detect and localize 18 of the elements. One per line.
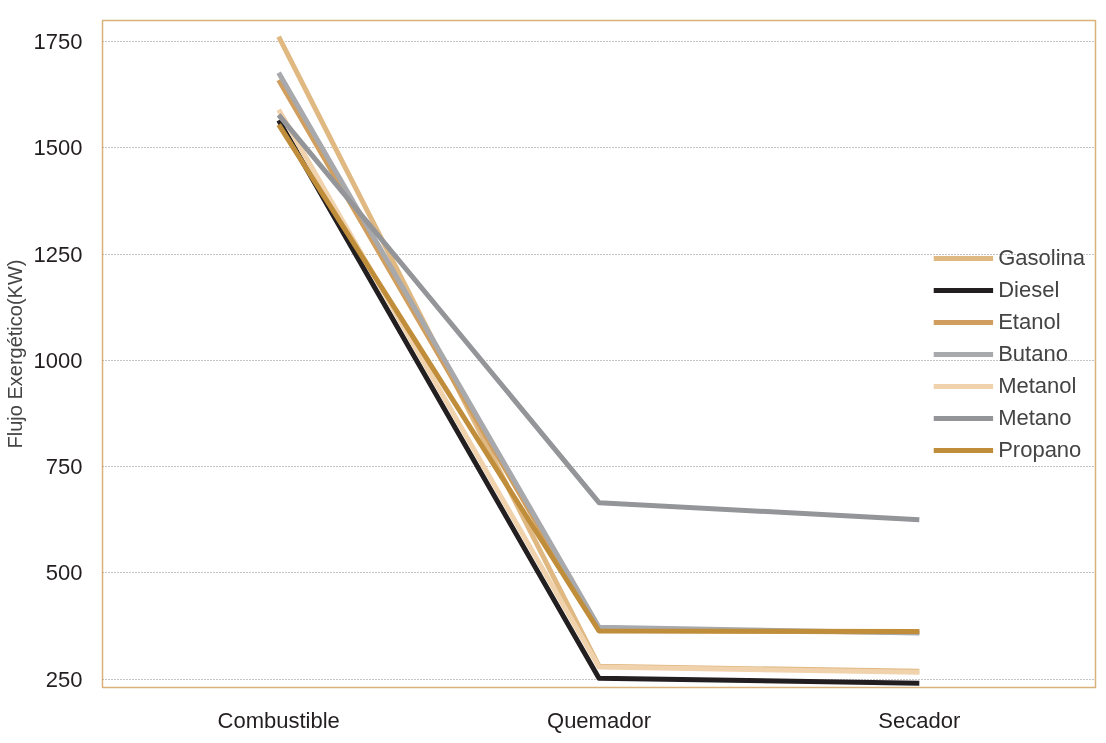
legend-label: Metano	[998, 404, 1072, 431]
legend-label: Butano	[998, 340, 1068, 367]
y-tick-label: 750	[45, 454, 83, 480]
y-tick-label: 250	[45, 666, 83, 692]
y-axis-title: Flujo Exergético(KW)	[3, 259, 26, 449]
x-tick-label: Secador	[878, 707, 961, 733]
y-tick-label: 1000	[33, 347, 83, 373]
y-tick-label: 500	[45, 560, 83, 586]
y-tick-label: 1750	[33, 29, 83, 55]
x-tick-label: Combustible	[217, 707, 340, 733]
legend-label: Diesel	[998, 276, 1060, 303]
y-tick-label: 1250	[33, 241, 83, 267]
y-tick-label: 1500	[33, 135, 83, 161]
legend-label: Metanol	[998, 372, 1077, 399]
legend-label: Etanol	[998, 308, 1061, 335]
legend-label: Gasolina	[998, 244, 1085, 271]
x-tick-label: Quemador	[547, 707, 651, 733]
legend-label: Propano	[998, 436, 1082, 463]
